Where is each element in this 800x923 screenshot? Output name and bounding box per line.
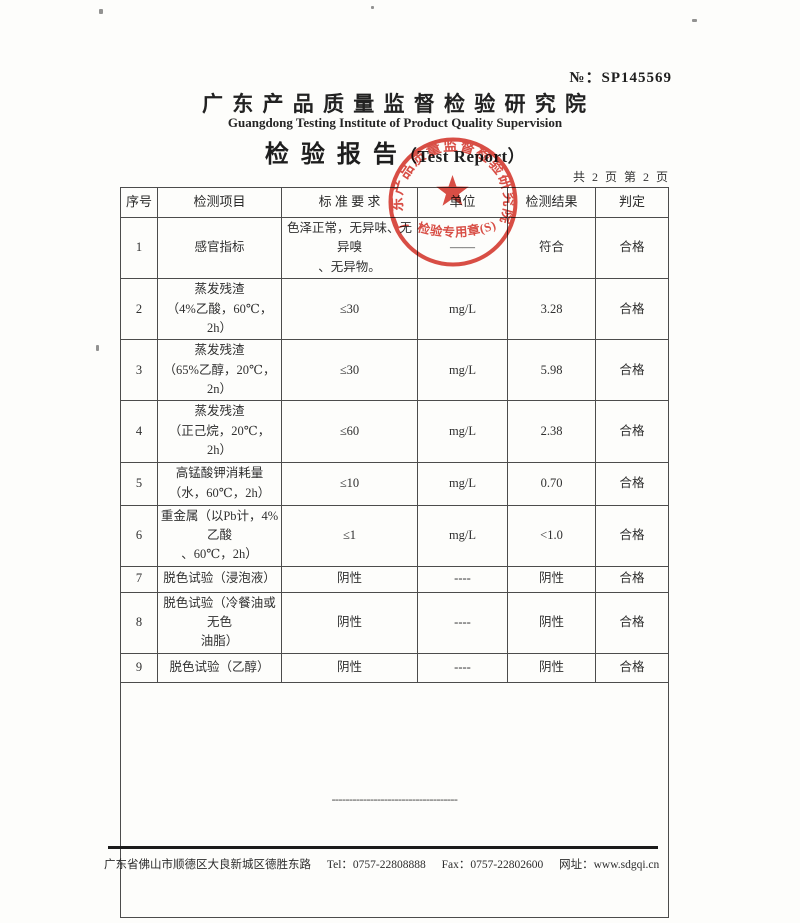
- table-row: 1 感官指标 色泽正常，无异味、无异嗅 、无异物。 —— 符合 合格: [120, 216, 669, 280]
- header-cell-verdict: 判定: [595, 187, 669, 218]
- table-row: 5 高锰酸钾消耗量 （水，60℃，2h） ≤10 mg/L 0.70 合格: [120, 461, 669, 506]
- scan-speck: [96, 345, 99, 351]
- cell-item: 脱色试验（乙醇）: [157, 652, 282, 683]
- footer-website: 网址：www.sdgqi.cn: [559, 859, 660, 871]
- header-cell-requirement: 标 准 要 求: [281, 187, 418, 218]
- cell-requirement: ≤30: [281, 278, 418, 341]
- header-cell-unit: 单位: [417, 187, 508, 218]
- cell-verdict: 合格: [595, 400, 669, 463]
- cell-item: 蒸发残渣 （4%乙酸，60℃，2h）: [157, 278, 282, 341]
- scan-speck: [99, 9, 103, 14]
- cell-no: 3: [120, 339, 158, 402]
- table-row: 8 脱色试验（冷餐油或无色 油脂） 阴性 ---- 阴性 合格: [120, 591, 669, 654]
- cell-unit: mg/L: [417, 504, 508, 567]
- cell-requirement: 阴性: [281, 591, 418, 654]
- empty-area: ------------------------------------: [120, 681, 669, 918]
- cell-requirement: 阴性: [281, 652, 418, 683]
- cell-verdict: 合格: [595, 565, 669, 593]
- cell-verdict: 合格: [595, 461, 669, 506]
- cell-result: <1.0: [507, 504, 596, 567]
- cell-item: 脱色试验（浸泡液）: [157, 565, 282, 593]
- cell-result: 0.70: [507, 461, 596, 506]
- cell-requirement: ≤10: [281, 461, 418, 506]
- cell-requirement: 阴性: [281, 565, 418, 593]
- cell-unit: mg/L: [417, 339, 508, 402]
- cell-no: 2: [120, 278, 158, 341]
- cell-no: 1: [120, 216, 158, 280]
- cell-result: 3.28: [507, 278, 596, 341]
- cell-requirement: 色泽正常，无异味、无异嗅 、无异物。: [281, 216, 418, 280]
- footer-tel: Tel：0757-22808888: [326, 859, 426, 871]
- scan-speck: [371, 6, 374, 9]
- report-title: 检 验 报 告（Test Report）: [0, 134, 790, 169]
- cell-requirement: ≤30: [281, 339, 418, 402]
- cell-item: 感官指标: [157, 216, 282, 280]
- cell-no: 6: [120, 504, 158, 567]
- cell-unit: mg/L: [417, 278, 508, 341]
- cell-item: 蒸发残渣 （65%乙醇，20℃，2n）: [157, 339, 282, 402]
- table-row: 2 蒸发残渣 （4%乙酸，60℃，2h） ≤30 mg/L 3.28 合格: [120, 278, 669, 341]
- end-of-data-dashes: ------------------------------------: [331, 792, 458, 807]
- header-cell-item: 检测项目: [157, 187, 282, 218]
- cell-result: 5.98: [507, 339, 596, 402]
- header-cell-result: 检测结果: [507, 187, 596, 218]
- cell-requirement: ≤1: [281, 504, 418, 567]
- cell-verdict: 合格: [595, 339, 669, 402]
- cell-verdict: 合格: [595, 652, 669, 683]
- cell-requirement: ≤60: [281, 400, 418, 463]
- report-title-cn: 检 验 报 告: [264, 142, 400, 168]
- header-cell-no: 序号: [120, 187, 158, 218]
- cell-no: 4: [120, 400, 158, 463]
- cell-verdict: 合格: [595, 278, 669, 341]
- cell-result: 2.38: [507, 400, 596, 463]
- report-serial-number: №：SP145569: [569, 70, 672, 86]
- cell-no: 9: [120, 652, 158, 683]
- table-row: 7 脱色试验（浸泡液） 阴性 ---- 阴性 合格: [120, 565, 669, 593]
- cell-no: 7: [120, 565, 158, 593]
- results-table: 序号 检测项目 标 准 要 求 单位 检测结果 判定 1 感官指标 色泽正常，无…: [120, 187, 669, 918]
- table-empty-row: ------------------------------------: [120, 681, 669, 918]
- cell-unit: mg/L: [417, 461, 508, 506]
- institute-name-en: Guangdong Testing Institute of Product Q…: [227, 115, 563, 130]
- cell-unit: ----: [417, 591, 508, 654]
- table-header-row: 序号 检测项目 标 准 要 求 单位 检测结果 判定: [120, 187, 669, 218]
- institute-name-cn: 广 东 产 品 质 量 监 督 检 验 研 究 院: [202, 92, 588, 116]
- table-row: 3 蒸发残渣 （65%乙醇，20℃，2n） ≤30 mg/L 5.98 合格: [120, 339, 669, 402]
- cell-verdict: 合格: [595, 216, 669, 280]
- cell-item: 脱色试验（冷餐油或无色 油脂）: [157, 591, 282, 654]
- footer-address: 广东省佛山市顺德区大良新城区德胜东路: [104, 859, 311, 871]
- cell-unit: ----: [417, 652, 508, 683]
- table-row: 4 蒸发残渣 （正己烷，20℃，2h） ≤60 mg/L 2.38 合格: [120, 400, 669, 463]
- cell-item: 重金属（以Pb计，4%乙酸 、60℃，2h）: [157, 504, 282, 567]
- cell-no: 5: [120, 461, 158, 506]
- table-row: 9 脱色试验（乙醇） 阴性 ---- 阴性 合格: [120, 652, 669, 683]
- footer-fax: Fax：0757-22802600: [441, 859, 544, 871]
- cell-no: 8: [120, 591, 158, 654]
- cell-item: 高锰酸钾消耗量 （水，60℃，2h）: [157, 461, 282, 506]
- cell-result: 阴性: [507, 565, 596, 593]
- cell-verdict: 合格: [595, 504, 669, 567]
- footer-contact-line: 广东省佛山市顺德区大良新城区德胜东路 Tel：0757-22808888 Fax…: [104, 856, 704, 872]
- cell-item: 蒸发残渣 （正己烷，20℃，2h）: [157, 400, 282, 463]
- footer-divider: [108, 846, 658, 849]
- cell-unit: ----: [417, 565, 508, 593]
- table-row: 6 重金属（以Pb计，4%乙酸 、60℃，2h） ≤1 mg/L <1.0 合格: [120, 504, 669, 567]
- cell-result: 符合: [507, 216, 596, 280]
- cell-result: 阴性: [507, 652, 596, 683]
- cell-unit: ——: [417, 216, 508, 280]
- scan-speck: [692, 19, 697, 22]
- cell-verdict: 合格: [595, 591, 669, 654]
- cell-unit: mg/L: [417, 400, 508, 463]
- cell-result: 阴性: [507, 591, 596, 654]
- page-indicator: 共 2 页 第 2 页: [572, 170, 670, 184]
- report-title-en: （Test Report）: [399, 147, 526, 166]
